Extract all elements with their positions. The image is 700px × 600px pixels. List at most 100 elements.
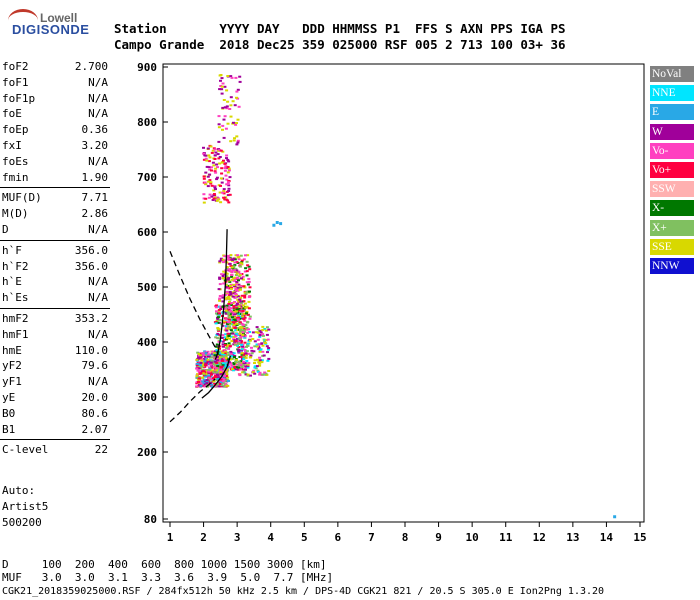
echo-point <box>219 74 223 76</box>
echo-point <box>240 352 244 355</box>
echo-point <box>237 360 241 363</box>
param-value: 353.2 <box>74 312 108 325</box>
y-tick-label: 500 <box>137 281 157 294</box>
echo-point <box>229 293 233 296</box>
x-tick-label: 1 <box>167 531 174 544</box>
echo-point <box>233 366 237 369</box>
echo-point <box>233 326 237 329</box>
echo-point <box>236 256 240 259</box>
echo-point <box>223 352 227 354</box>
param-row: M(D) 2.86 <box>2 207 108 222</box>
echo-point <box>230 266 234 269</box>
echo-point <box>217 157 221 160</box>
echo-point <box>233 264 237 267</box>
echo-point <box>218 88 222 91</box>
echo-point <box>225 287 229 290</box>
echo-point <box>207 379 211 382</box>
echo-point <box>220 161 224 164</box>
echo-point <box>237 275 241 278</box>
echo-point <box>242 312 246 315</box>
echo-point <box>242 370 246 373</box>
echo-point <box>215 319 219 322</box>
x-tick-label: 3 <box>234 531 241 544</box>
echo-point <box>231 100 235 103</box>
echo-point <box>225 154 229 157</box>
echo-point <box>233 278 237 281</box>
echo-point <box>263 340 267 343</box>
echo-point <box>215 345 219 348</box>
echo-point <box>223 162 227 165</box>
echo-point <box>238 75 242 78</box>
echo-point <box>233 356 236 358</box>
echo-point <box>228 301 231 303</box>
echo-point <box>216 337 220 340</box>
echo-point <box>231 357 234 360</box>
echo-point <box>241 331 245 334</box>
param-value: 22 <box>94 443 108 457</box>
echo-point <box>195 385 199 388</box>
echo-point <box>204 352 208 355</box>
echo-point <box>261 325 265 328</box>
echo-point <box>235 337 239 340</box>
echo-point <box>218 367 222 370</box>
echo-point <box>227 297 231 300</box>
echo-point <box>227 335 231 337</box>
echo-point <box>206 185 210 188</box>
echo-point <box>221 294 225 297</box>
echo-point <box>246 264 250 267</box>
echo-point <box>239 302 243 304</box>
echo-point <box>222 159 225 162</box>
param-name: B1 <box>2 422 16 436</box>
echo-point <box>204 183 208 186</box>
echo-point <box>241 315 245 318</box>
echo-point <box>226 75 230 77</box>
echo-point <box>242 328 246 331</box>
echo-point <box>245 328 249 331</box>
echo-point <box>230 286 234 289</box>
echo-point <box>220 365 224 367</box>
echo-point <box>200 359 204 362</box>
echo-point <box>217 328 221 331</box>
echo-point <box>243 302 247 305</box>
echo-point <box>226 278 230 281</box>
echo-point <box>235 359 238 361</box>
echo-point <box>225 290 229 293</box>
echo-point <box>261 350 265 353</box>
echo-point <box>227 380 230 382</box>
echo-point <box>224 297 228 300</box>
echo-point <box>219 371 223 373</box>
echo-point <box>204 157 208 160</box>
echo-point <box>237 270 241 273</box>
echo-point <box>243 349 247 351</box>
echo-point <box>221 300 225 303</box>
echo-point <box>215 371 219 374</box>
echo-point <box>243 286 247 289</box>
echo-point <box>232 305 236 308</box>
echo-point <box>253 345 257 348</box>
echo-point <box>243 341 247 344</box>
echo-point <box>204 357 208 360</box>
echo-point <box>225 384 229 387</box>
echo-point <box>222 365 226 368</box>
echo-point <box>235 122 238 124</box>
echo-point <box>232 121 235 124</box>
echo-point <box>232 257 236 260</box>
logo-digisonde: DIGISONDE <box>12 22 90 37</box>
echo-point <box>247 300 251 303</box>
echo-point <box>246 366 250 369</box>
param-row: foEp 0.36 <box>2 123 108 138</box>
echo-point <box>246 363 250 366</box>
echo-point <box>261 328 265 331</box>
echo-point <box>251 371 255 374</box>
echo-point <box>247 362 251 365</box>
echo-point <box>230 340 234 343</box>
echo-point <box>237 340 241 343</box>
echo-point <box>250 346 253 349</box>
echo-point <box>221 324 225 327</box>
echo-point <box>224 338 228 341</box>
echo-point <box>240 349 243 352</box>
footer-fileinfo: CGK21_2018359025000.RSF / 284fx512h 50 k… <box>2 586 605 597</box>
echo-point <box>241 364 245 366</box>
echo-point <box>208 173 212 176</box>
param-name: foF2 <box>2 60 29 73</box>
